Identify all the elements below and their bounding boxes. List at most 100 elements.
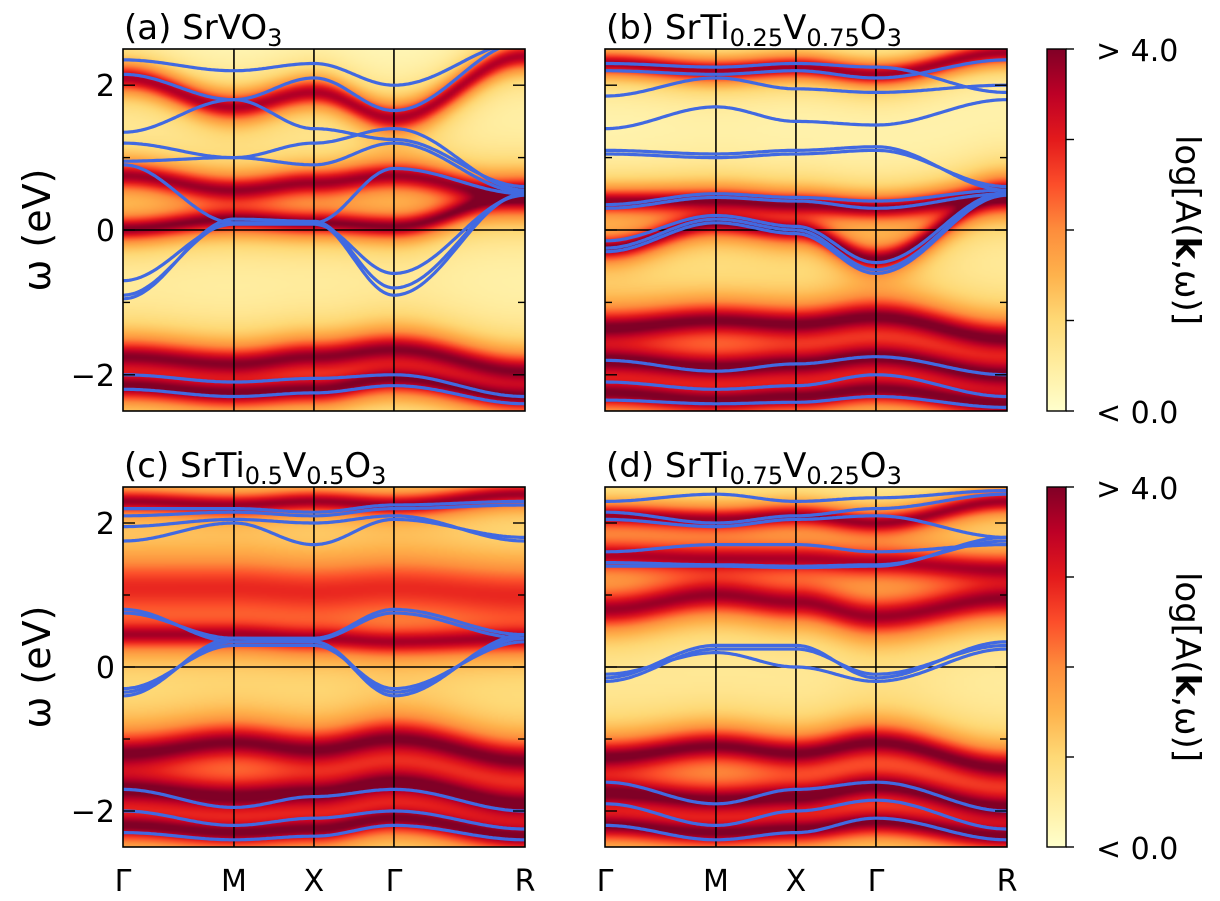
band-7 (605, 492, 1007, 525)
band-8 (123, 49, 495, 87)
panel-title-part: (b) SrTi (606, 8, 730, 48)
panel-title: (a) SrVO3 (124, 8, 282, 52)
colorbar-title-part: log[A( (1167, 135, 1207, 237)
y-axis-label: ω (eV) (15, 169, 59, 292)
ytick-label: −2 (71, 795, 115, 830)
panel-title-part: 0.75 (730, 462, 783, 490)
panel-1: (b) SrTi0.25V0.75O3 (604, 8, 1008, 412)
band-2 (605, 190, 1007, 265)
band-3 (123, 163, 525, 225)
panel-title-part: 0.25 (806, 462, 859, 490)
panel-title-part: (c) SrTi (124, 446, 245, 486)
band-lines (123, 49, 525, 411)
panel-title-part: V (783, 446, 806, 486)
kpath-label: Γ (597, 864, 614, 899)
band-5 (605, 543, 1007, 554)
band-7 (123, 503, 525, 518)
band-10 (605, 61, 1007, 94)
kpath-label: M (703, 864, 729, 899)
band-6 (123, 514, 525, 543)
colorbar-min-label: < 0.0 (1096, 396, 1178, 431)
band-11 (123, 823, 525, 842)
band-7 (123, 49, 502, 113)
panel-title-part: V (783, 8, 806, 48)
panel-title-part: 3 (371, 462, 386, 490)
colorbars: > 4.0 < 0.0 log[A(k,ω)] > 4.0 < 0.0 log[A(k,ω… (1046, 34, 1207, 867)
band-4 (605, 188, 1007, 207)
colorbar-bar (1046, 486, 1067, 848)
colorbar-title-part: k (1167, 237, 1207, 261)
panel-title-part: 0.5 (306, 462, 344, 490)
colorbar-0: > 4.0 < 0.0 log[A(k,ω)] (1046, 34, 1207, 431)
band-2 (605, 647, 1007, 683)
panel-title-part: 0.75 (806, 24, 859, 52)
panel-title-part: 3 (267, 24, 282, 52)
band-8 (605, 489, 1007, 503)
band-11 (605, 355, 1007, 377)
colorbar-max-label: > 4.0 (1096, 34, 1178, 69)
band-5 (123, 127, 525, 192)
band-9 (605, 780, 1007, 813)
kpath-label: R (515, 864, 536, 899)
colorbar-title-part: log[A( (1167, 572, 1207, 674)
band-2 (123, 640, 525, 691)
panel-title-part: O (344, 446, 371, 486)
band-10 (605, 798, 1007, 831)
panel-title: (c) SrTi0.5V0.5O3 (124, 446, 386, 490)
band-lines (123, 487, 525, 847)
panel-3: (d) SrTi0.75V0.25O3 Γ M X Γ R (597, 446, 1018, 899)
panel-title-part: (a) SrVO (124, 8, 267, 48)
band-lines (605, 49, 1007, 411)
colorbar-max-label: > 4.0 (1096, 472, 1178, 507)
y-axis-label: ω (eV) (15, 606, 59, 729)
band-0 (605, 192, 1007, 272)
band-7 (605, 98, 1007, 131)
band-6 (123, 98, 525, 189)
panel-title-part: O (860, 446, 887, 486)
ytick-label: 0 (96, 214, 115, 249)
band-2 (123, 193, 525, 283)
band-6 (605, 145, 1007, 192)
band-9 (123, 373, 525, 399)
panel-title-part: V (283, 446, 306, 486)
kpath-label: X (304, 864, 325, 899)
colorbar-1: > 4.0 < 0.0 log[A(k,ω)] (1046, 472, 1207, 867)
colorbar-title: log[A(k,ω)] (1167, 135, 1207, 325)
ytick-label: 0 (96, 651, 115, 686)
band-4 (123, 141, 525, 194)
band-13 (605, 394, 1007, 409)
band-1 (605, 193, 1007, 275)
panel-title-part: (d) SrTi (606, 446, 730, 486)
band-10 (123, 384, 525, 406)
band-6 (605, 514, 1007, 539)
ytick-label: −2 (71, 359, 115, 394)
colorbar-title-part: k (1167, 674, 1207, 698)
panel-title-part: O (860, 8, 887, 48)
panel-0: −2 0 2 ω (eV) (a) SrVO3 (15, 8, 526, 412)
kpath-label: X (786, 864, 807, 899)
band-8 (605, 76, 1007, 98)
ytick-label: 2 (96, 507, 115, 542)
colorbar-title: log[A(k,ω)] (1167, 572, 1207, 762)
kpath-label: Γ (386, 864, 403, 899)
band-9 (123, 787, 525, 813)
band-12 (605, 373, 1007, 399)
panel-title-part: 0.25 (730, 24, 783, 52)
kpath-label: M (221, 864, 247, 899)
band-9 (605, 58, 1007, 80)
kpath-label: Γ (115, 864, 132, 899)
band-4 (605, 539, 1007, 568)
panel-title: (d) SrTi0.75V0.25O3 (606, 446, 902, 490)
ytick-label: 2 (96, 69, 115, 104)
panel-title-part: 3 (887, 462, 902, 490)
panel-title-part: 3 (887, 24, 902, 52)
colorbar-min-label: < 0.0 (1096, 832, 1178, 867)
band-10 (123, 809, 525, 831)
band-4 (123, 607, 525, 644)
panel-title: (b) SrTi0.25V0.75O3 (606, 8, 902, 52)
colorbar-bar (1046, 48, 1067, 412)
panel-title-part: 0.5 (245, 462, 283, 490)
